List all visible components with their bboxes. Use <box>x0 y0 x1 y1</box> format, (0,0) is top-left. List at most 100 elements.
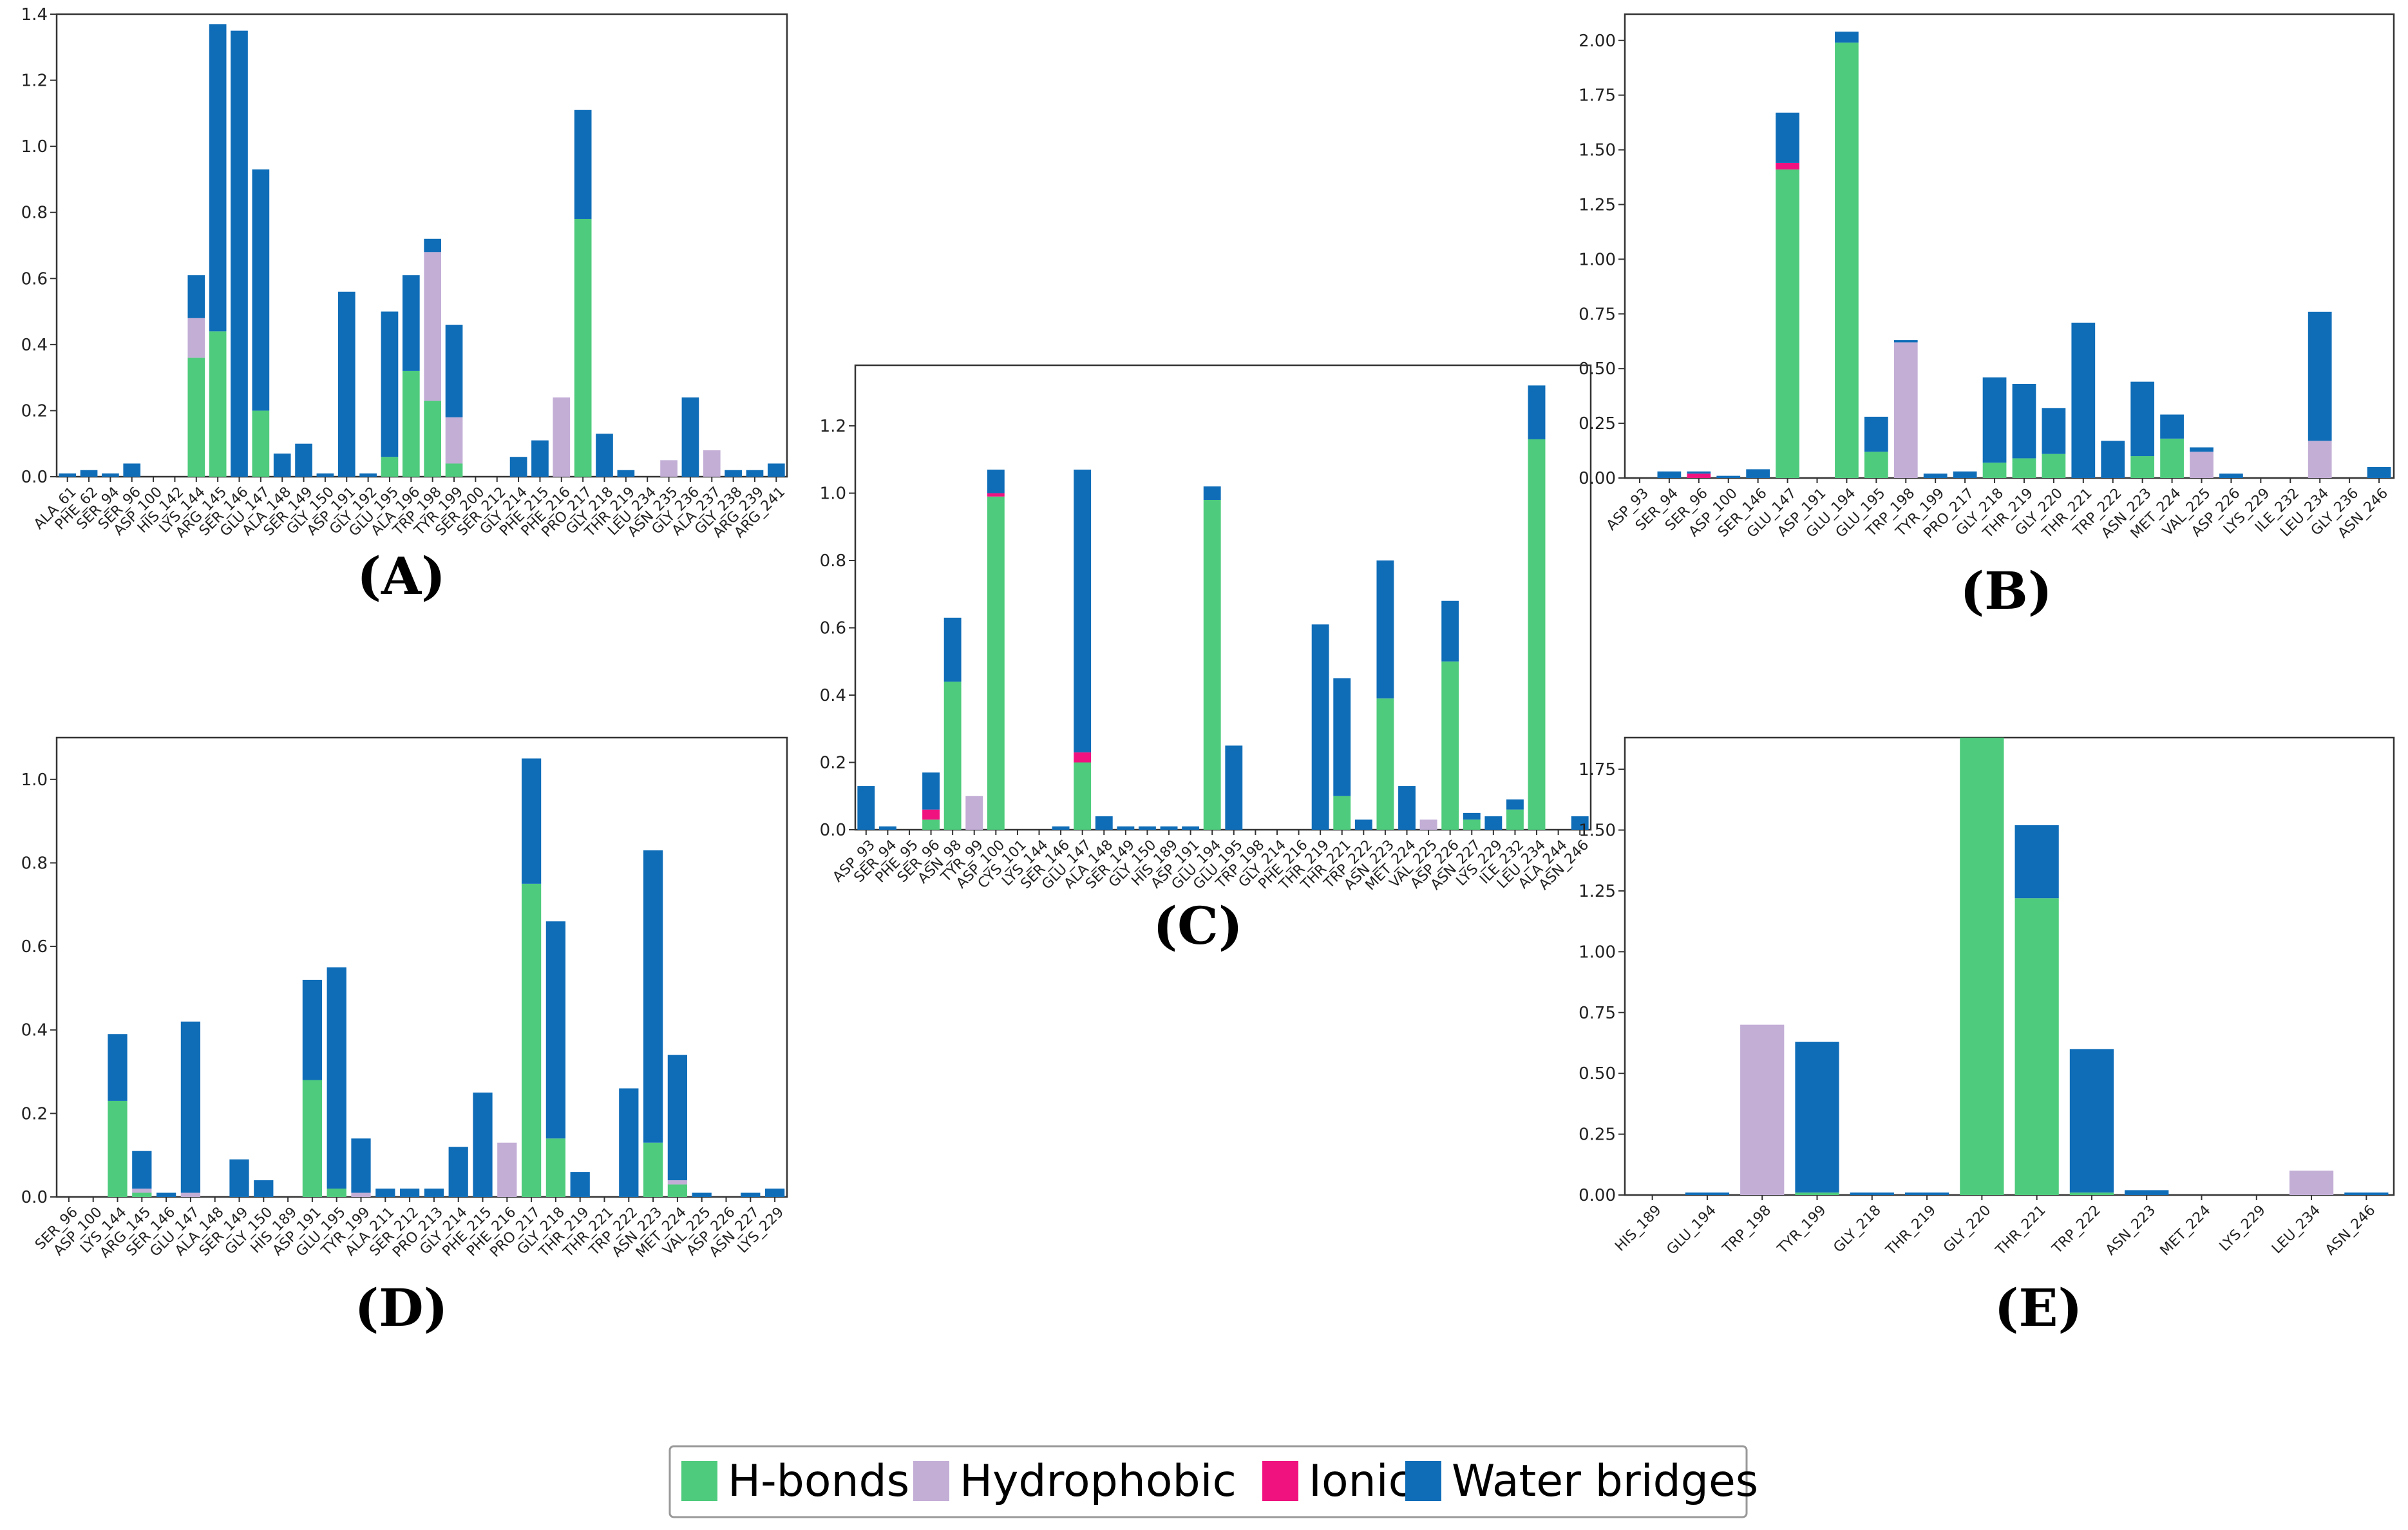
panel-label: (D) <box>354 1277 448 1338</box>
bar-water-bridges-pro_217 <box>574 110 592 219</box>
bar-water-bridges-asp_191 <box>302 979 323 1080</box>
axes-frame <box>1624 736 2395 1196</box>
bar-ionic-glu_147 <box>1776 162 1799 170</box>
y-tick-label: 0.8 <box>820 551 846 571</box>
bar-water-bridges-asn_246 <box>1571 816 1589 830</box>
legend-swatch-hydrophobic <box>913 1461 949 1501</box>
bar-h-bonds-ala_196 <box>402 370 420 477</box>
bar-water-bridges-pro_217 <box>1953 471 1977 478</box>
legend-label: Ionic <box>1309 1456 1412 1507</box>
bar-water-bridges-thr_219 <box>1311 624 1329 830</box>
x-tick-label: LEU_234 <box>2269 1202 2324 1257</box>
legend-label: H-bonds <box>728 1456 909 1507</box>
panel-b: 0.000.250.500.751.001.251.501.752.00ASP_… <box>1578 13 2395 621</box>
bar-water-bridges-phe_62 <box>80 470 98 477</box>
x-tick-label: TYR_199 <box>1774 1202 1830 1257</box>
bar-water-bridges-leu_234 <box>1528 385 1546 439</box>
bar-hydrophobic-phe_216 <box>553 397 571 477</box>
bar-water-bridges-gly_218 <box>596 434 613 477</box>
y-tick-label: 0.0 <box>21 1188 48 1207</box>
bar-water-bridges-trp_198 <box>424 238 442 253</box>
bar-water-bridges-ile_232 <box>1506 799 1524 810</box>
bar-water-bridges-thr_221 <box>2071 322 2096 478</box>
axes-frame <box>55 736 788 1198</box>
bar-water-bridges-asn_246 <box>2367 467 2391 478</box>
bar-water-bridges-lys_144 <box>187 275 205 318</box>
bar-h-bonds-gly_220 <box>1960 738 2004 1195</box>
y-tick-label: 2.00 <box>1578 32 1616 51</box>
bar-h-bonds-arg_145 <box>209 331 227 477</box>
y-tick-label: 0.50 <box>1578 1064 1616 1084</box>
y-tick-label: 0.00 <box>1578 469 1616 488</box>
x-tick-label: HIS_189 <box>1612 1202 1664 1254</box>
bar-water-bridges-asn_223 <box>2125 1190 2169 1195</box>
bar-water-bridges-met_224 <box>667 1055 688 1181</box>
bar-h-bonds-asn_223 <box>643 1142 663 1197</box>
legend-swatch-ionic <box>1262 1461 1298 1501</box>
x-tick-label: THR_219 <box>1882 1202 1939 1259</box>
bar-water-bridges-glu_195 <box>381 311 399 457</box>
x-tick-label: TRP_198 <box>1720 1202 1775 1257</box>
bar-water-bridges-thr_221 <box>2015 825 2059 899</box>
bar-water-bridges-ser_146 <box>156 1192 176 1197</box>
bar-water-bridges-ser_149 <box>229 1159 249 1197</box>
bar-h-bonds-glu_147 <box>252 410 270 477</box>
y-tick-label: 1.0 <box>21 770 48 790</box>
y-tick-label: 0.8 <box>21 204 48 223</box>
bar-water-bridges-glu_147 <box>180 1021 201 1193</box>
bar-water-bridges-gly_192 <box>359 473 377 477</box>
bar-water-bridges-leu_234 <box>2308 311 2332 441</box>
y-tick-label: 0.4 <box>21 1021 48 1040</box>
bar-water-bridges-trp_222 <box>1354 819 1372 830</box>
bar-h-bonds-pro_217 <box>574 218 592 477</box>
bar-water-bridges-gly_150 <box>1139 826 1156 830</box>
panel-e: 0.000.250.500.751.001.251.501.75HIS_189G… <box>1578 736 2395 1338</box>
bar-h-bonds-glu_194 <box>1203 499 1221 830</box>
bar-water-bridges-gly_218 <box>545 921 566 1139</box>
bar-water-bridges-ser_149 <box>1117 826 1135 830</box>
bar-hydrophobic-tyr_99 <box>965 796 983 830</box>
axes-frame <box>854 364 1592 831</box>
bar-h-bonds-pro_217 <box>521 883 542 1197</box>
bar-water-bridges-asp_100 <box>1716 475 1741 478</box>
bar-water-bridges-arg_145 <box>209 24 227 332</box>
y-tick-label: 0.0 <box>21 468 48 487</box>
y-tick-label: 0.6 <box>21 269 48 289</box>
bar-hydrophobic-trp_198 <box>1893 342 1918 478</box>
bar-h-bonds-asn_223 <box>1376 698 1394 830</box>
y-tick-label: 1.25 <box>1578 882 1616 901</box>
bar-water-bridges-asn_223 <box>643 850 663 1143</box>
bar-water-bridges-arg_145 <box>132 1151 152 1189</box>
y-tick-label: 1.4 <box>21 5 48 24</box>
bar-water-bridges-gly_214 <box>448 1147 468 1197</box>
panel-c: 0.00.20.40.60.81.01.2ASP_93SER_94PHE_95S… <box>820 364 1592 956</box>
panel-label: (C) <box>1153 895 1242 956</box>
bar-water-bridges-met_224 <box>1398 786 1416 830</box>
bar-water-bridges-asp_191 <box>1182 826 1200 830</box>
bar-h-bonds-met_224 <box>667 1184 688 1197</box>
bar-h-bonds-tyr_199 <box>1795 1192 1839 1195</box>
y-tick-label: 1.00 <box>1578 250 1616 269</box>
bar-h-bonds-asp_226 <box>1441 661 1459 830</box>
bar-water-bridges-ser_96 <box>123 463 141 477</box>
y-tick-label: 0.25 <box>1578 1125 1616 1145</box>
bar-water-bridges-thr_219 <box>2012 383 2036 459</box>
bar-water-bridges-ser_149 <box>295 443 312 477</box>
bar-water-bridges-val_225 <box>692 1192 712 1197</box>
y-tick-label: 0.4 <box>820 686 846 705</box>
axes-frame <box>1624 13 2395 479</box>
bar-hydrophobic-met_224 <box>667 1180 688 1185</box>
bar-water-bridges-thr_221 <box>1333 678 1351 796</box>
bar-water-bridges-ser_146 <box>231 30 248 477</box>
x-tick-label: ASN_223 <box>2103 1202 2159 1258</box>
legend-label: Water bridges <box>1452 1456 1758 1507</box>
bar-water-bridges-lys_144 <box>108 1034 128 1101</box>
x-tick-label: MET_224 <box>2157 1202 2214 1259</box>
y-tick-label: 1.2 <box>21 72 48 91</box>
bar-h-bonds-asn_223 <box>2130 456 2155 478</box>
axes-frame <box>55 13 788 478</box>
y-tick-label: 0.50 <box>1578 359 1616 379</box>
bar-h-bonds-asn_227 <box>1463 819 1481 830</box>
bar-water-bridges-trp_222 <box>2101 441 2125 478</box>
bar-water-bridges-arg_239 <box>746 470 764 477</box>
